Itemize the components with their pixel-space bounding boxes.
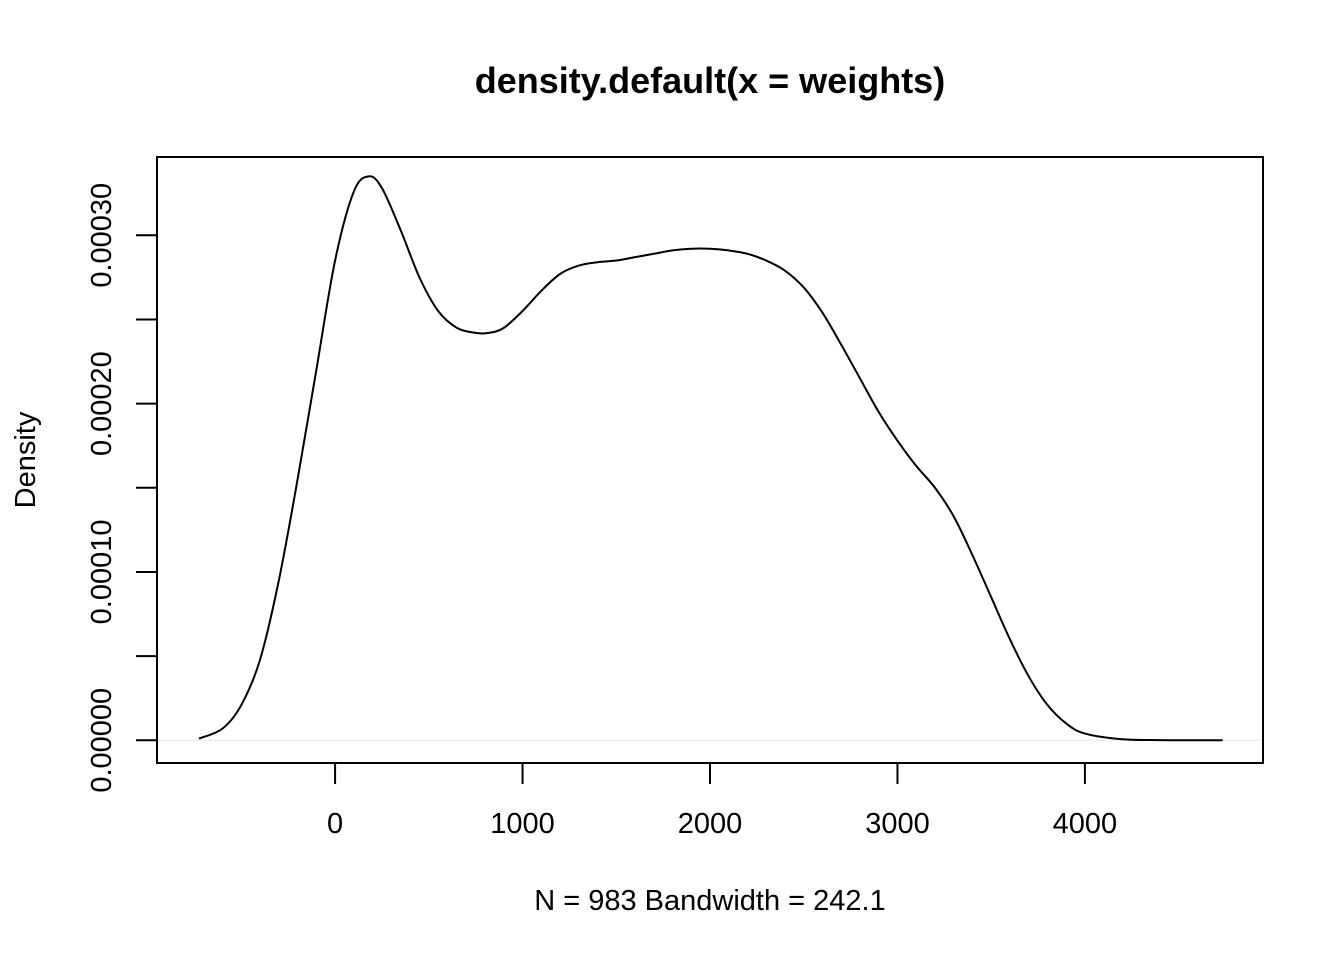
y-tick-label: 0.00000 [86, 688, 118, 793]
y-tick-label: 0.00020 [86, 351, 118, 456]
x-tick-label: 0 [327, 808, 343, 840]
x-axis: 0 1000 2000 3000 4000 [327, 762, 1118, 840]
density-curve [198, 175, 1223, 742]
y-tick-label: 0.00010 [86, 520, 118, 625]
x-tick-label: 1000 [490, 808, 555, 840]
x-tick-label: 4000 [1053, 808, 1118, 840]
chart-title: density.default(x = weights) [475, 60, 945, 101]
x-tick-label: 2000 [678, 808, 743, 840]
y-axis-label: Density [10, 411, 42, 508]
y-axis: 0.00000 0.00010 0.00020 0.00030 [86, 183, 158, 793]
x-tick-label: 3000 [865, 808, 930, 840]
y-tick-label: 0.00030 [86, 183, 118, 288]
x-axis-label: N = 983 Bandwidth = 242.1 [534, 885, 885, 917]
